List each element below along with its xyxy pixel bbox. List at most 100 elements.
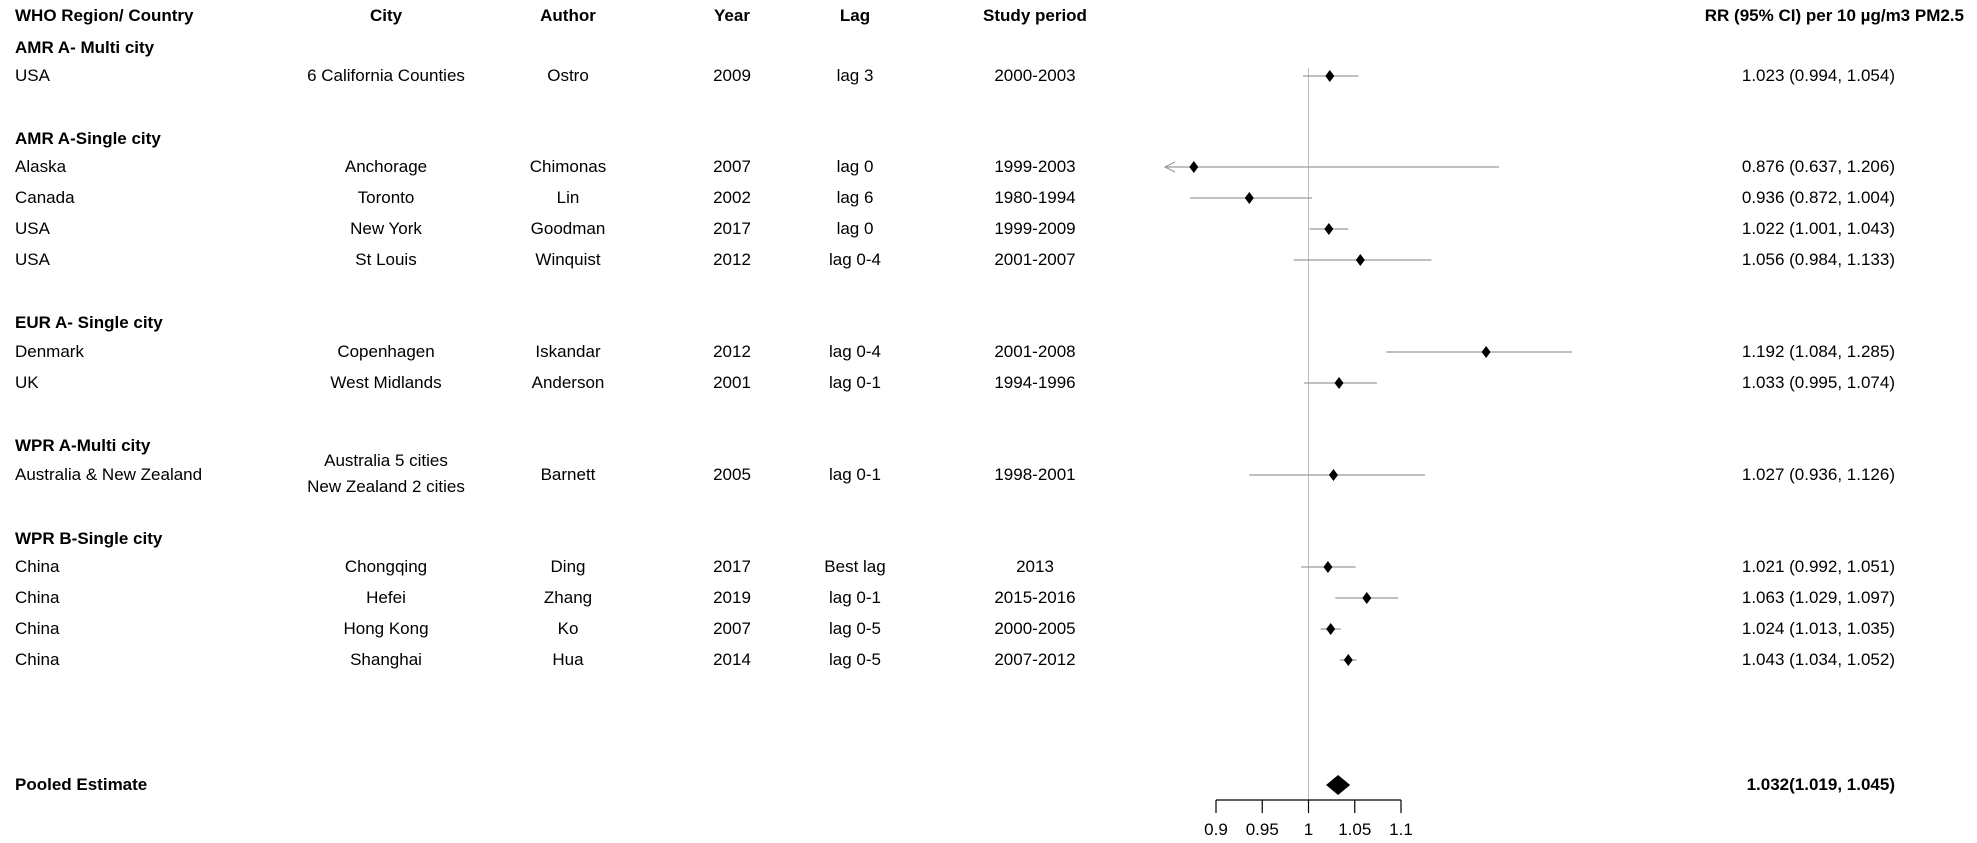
header-lag: Lag: [839, 6, 871, 25]
row-country: China: [15, 619, 60, 638]
row-study-period: 1980-1994: [994, 188, 1076, 207]
row-city: Australia 5 cities: [324, 451, 448, 470]
pooled-label: Pooled Estimate: [15, 775, 148, 794]
row-lag: lag 0: [836, 219, 874, 238]
pooled-rr-text: 1.032(1.019, 1.045): [1746, 775, 1895, 794]
row-rr-text: 1.056 (0.984, 1.133): [1741, 250, 1895, 269]
row-lag: lag 0-1: [829, 373, 881, 392]
row-country: Canada: [15, 188, 75, 207]
row-study-period: 2000-2005: [994, 619, 1076, 638]
row-lag: lag 0-1: [829, 588, 881, 607]
point-estimate: [1343, 654, 1353, 666]
row-country: China: [15, 650, 60, 669]
row-year: 2009: [713, 66, 751, 85]
row-city: Chongqing: [344, 557, 428, 576]
row-study-period: 1999-2003: [994, 157, 1076, 176]
row-city: St Louis: [355, 250, 417, 269]
group-label: AMR A- Multi city: [15, 38, 155, 57]
row-study-period: 1999-2009: [994, 219, 1076, 238]
row-country: USA: [15, 66, 50, 85]
row-country: Alaska: [15, 157, 67, 176]
x-tick-label: 1: [1304, 820, 1313, 839]
row-city-line2: New Zealand 2 cities: [307, 477, 465, 496]
row-year: 2019: [713, 588, 751, 607]
point-estimate: [1355, 254, 1365, 266]
row-rr-text: 1.023 (0.994, 1.054): [1741, 66, 1895, 85]
group-label: AMR A-Single city: [15, 129, 161, 148]
row-rr-text: 1.043 (1.034, 1.052): [1741, 650, 1895, 669]
row-lag: lag 6: [836, 188, 874, 207]
row-city: West Midlands: [330, 373, 442, 392]
point-estimate: [1362, 592, 1372, 604]
row-city: Anchorage: [344, 157, 428, 176]
row-rr-text: 0.936 (0.872, 1.004): [1741, 188, 1895, 207]
row-author: Goodman: [530, 219, 606, 238]
row-study-period: 1994-1996: [994, 373, 1076, 392]
row-city: 6 California Counties: [307, 66, 465, 85]
group-label: WPR B-Single city: [15, 529, 163, 548]
row-country: USA: [15, 219, 50, 238]
row-year: 2017: [713, 557, 751, 576]
row-study-period: 1998-2001: [994, 465, 1076, 484]
row-city: Copenhagen: [337, 342, 435, 361]
point-estimate: [1189, 161, 1199, 173]
row-year: 2012: [713, 250, 751, 269]
point-estimate: [1244, 192, 1254, 204]
group-label: WPR A-Multi city: [15, 436, 151, 455]
row-lag: lag 0-1: [829, 465, 881, 484]
row-year: 2007: [713, 157, 751, 176]
row-lag: Best lag: [824, 557, 886, 576]
row-study-period: 2015-2016: [994, 588, 1076, 607]
pooled-diamond: [1326, 775, 1351, 795]
row-study-period: 2000-2003: [994, 66, 1076, 85]
row-year: 2007: [713, 619, 751, 638]
row-author: Hua: [552, 650, 584, 669]
row-year: 2017: [713, 219, 751, 238]
row-city: Hong Kong: [343, 619, 429, 638]
point-estimate: [1481, 346, 1491, 358]
row-author: Anderson: [531, 373, 605, 392]
point-estimate: [1334, 377, 1344, 389]
row-year: 2014: [713, 650, 751, 669]
row-year: 2001: [713, 373, 751, 392]
row-rr-text: 1.022 (1.001, 1.043): [1741, 219, 1895, 238]
row-lag: lag 0-4: [829, 250, 881, 269]
header-rr: RR (95% CI) per 10 µg/m3 PM2.5: [1704, 6, 1964, 25]
row-lag: lag 3: [836, 66, 874, 85]
row-author: Zhang: [543, 588, 593, 607]
x-tick-label: 0.9: [1204, 820, 1228, 839]
row-study-period: 2013: [1016, 557, 1054, 576]
row-country: China: [15, 557, 60, 576]
row-lag: lag 0-5: [829, 619, 881, 638]
header-author: Author: [540, 6, 596, 25]
row-country: Australia & New Zealand: [15, 465, 203, 484]
ci-arrow: [1163, 161, 1176, 173]
row-city: Shanghai: [350, 650, 422, 669]
row-study-period: 2001-2007: [994, 250, 1076, 269]
row-lag: lag 0: [836, 157, 874, 176]
header-region: WHO Region/ Country: [15, 6, 194, 25]
row-year: 2005: [713, 465, 751, 484]
row-author: Ostro: [547, 66, 589, 85]
row-year: 2002: [713, 188, 751, 207]
row-author: Lin: [556, 188, 580, 207]
header-year: Year: [714, 6, 750, 25]
row-study-period: 2007-2012: [994, 650, 1076, 669]
point-estimate: [1328, 469, 1338, 481]
row-study-period: 2001-2008: [994, 342, 1076, 361]
row-rr-text: 1.033 (0.995, 1.074): [1741, 373, 1895, 392]
row-author: Iskandar: [535, 342, 601, 361]
header-study-period: Study period: [983, 6, 1087, 25]
row-country: USA: [15, 250, 50, 269]
row-author: Chimonas: [529, 157, 607, 176]
row-author: Ding: [550, 557, 586, 576]
header-city: City: [369, 6, 403, 25]
group-label: EUR A- Single city: [15, 313, 163, 332]
row-rr-text: 1.024 (1.013, 1.035): [1741, 619, 1895, 638]
point-estimate: [1323, 561, 1333, 573]
row-city: Toronto: [357, 188, 415, 207]
point-estimate: [1325, 70, 1335, 82]
row-author: Winquist: [535, 250, 601, 269]
row-country: UK: [15, 373, 39, 392]
row-city: Hefei: [366, 588, 406, 607]
